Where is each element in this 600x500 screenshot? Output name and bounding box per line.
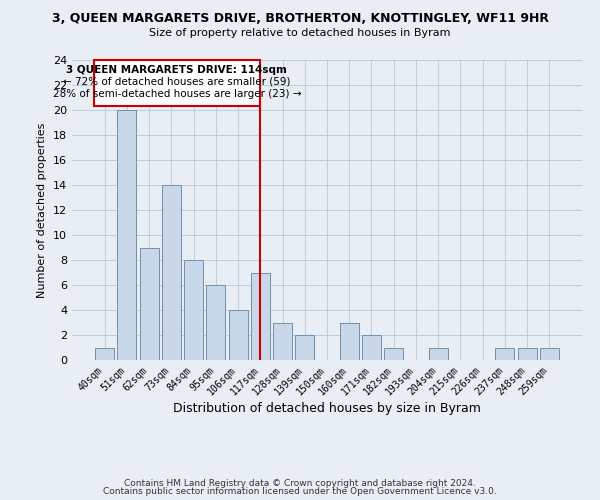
Bar bbox=[429, 348, 448, 360]
Bar bbox=[496, 348, 514, 360]
Bar bbox=[295, 335, 314, 360]
Bar bbox=[518, 348, 536, 360]
Bar bbox=[251, 272, 270, 360]
Text: 28% of semi-detached houses are larger (23) →: 28% of semi-detached houses are larger (… bbox=[53, 90, 301, 100]
Bar bbox=[118, 110, 136, 360]
Bar bbox=[184, 260, 203, 360]
Bar bbox=[384, 348, 403, 360]
Text: 3, QUEEN MARGARETS DRIVE, BROTHERTON, KNOTTINGLEY, WF11 9HR: 3, QUEEN MARGARETS DRIVE, BROTHERTON, KN… bbox=[52, 12, 548, 26]
FancyBboxPatch shape bbox=[94, 60, 260, 106]
Bar bbox=[229, 310, 248, 360]
Text: Size of property relative to detached houses in Byram: Size of property relative to detached ho… bbox=[149, 28, 451, 38]
Bar bbox=[273, 322, 292, 360]
Text: Contains HM Land Registry data © Crown copyright and database right 2024.: Contains HM Land Registry data © Crown c… bbox=[124, 478, 476, 488]
Bar bbox=[140, 248, 158, 360]
Bar bbox=[540, 348, 559, 360]
Bar bbox=[340, 322, 359, 360]
Text: Contains public sector information licensed under the Open Government Licence v3: Contains public sector information licen… bbox=[103, 487, 497, 496]
Y-axis label: Number of detached properties: Number of detached properties bbox=[37, 122, 47, 298]
Text: ← 72% of detached houses are smaller (59): ← 72% of detached houses are smaller (59… bbox=[63, 76, 290, 86]
Text: 3 QUEEN MARGARETS DRIVE: 114sqm: 3 QUEEN MARGARETS DRIVE: 114sqm bbox=[67, 65, 287, 75]
X-axis label: Distribution of detached houses by size in Byram: Distribution of detached houses by size … bbox=[173, 402, 481, 415]
Bar bbox=[95, 348, 114, 360]
Bar bbox=[206, 285, 225, 360]
Bar bbox=[362, 335, 381, 360]
Bar bbox=[162, 185, 181, 360]
